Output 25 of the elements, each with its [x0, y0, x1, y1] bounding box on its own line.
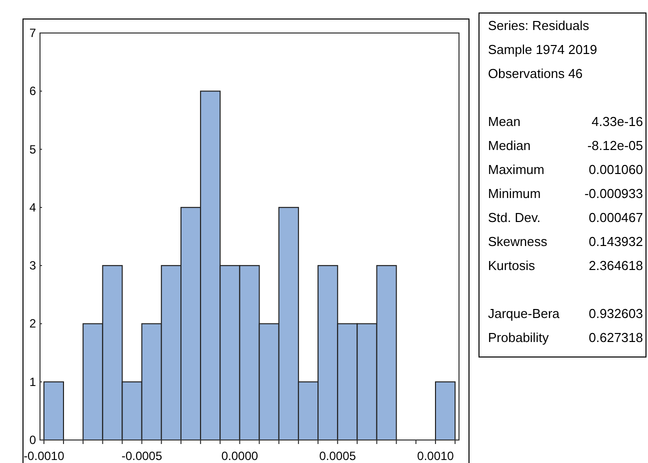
- x-tick-label: -0.0005: [121, 449, 162, 463]
- x-tick-label: 0.0005: [319, 449, 356, 463]
- text: Minimum -0.000933: [488, 186, 643, 201]
- text: Series: Residuals: [488, 18, 590, 33]
- text: Jarque-Bera 0.932603: [488, 306, 643, 321]
- y-tick-label: 7: [29, 26, 36, 40]
- text: Probability 0.627318: [488, 330, 643, 345]
- text: Sample 1974 2019: [488, 42, 598, 57]
- text: Kurtosis 2.364618: [488, 258, 643, 273]
- y-tick-label: 4: [29, 200, 36, 214]
- text: Skewness 0.143932: [488, 234, 643, 249]
- text: Maximum 0.001060: [488, 162, 643, 177]
- y-tick-label: 2: [29, 316, 36, 331]
- x-tick-label: 0.0000: [221, 449, 258, 463]
- y-tick-label: 5: [29, 142, 36, 156]
- y-tick-label: 1: [29, 374, 36, 389]
- text: Std. Dev. 0.000467: [488, 210, 643, 225]
- text: Median -8.12e-05: [488, 138, 643, 153]
- x-tick-label: -0.0010: [24, 449, 65, 463]
- text: Observations 46: [488, 66, 583, 81]
- y-tick-label: 3: [29, 258, 36, 273]
- x-tick-label: 0.0010: [417, 449, 454, 463]
- text: Mean 4.33e-16: [488, 114, 643, 129]
- y-tick-label: 0: [29, 433, 36, 447]
- y-tick-label: 6: [29, 84, 36, 98]
